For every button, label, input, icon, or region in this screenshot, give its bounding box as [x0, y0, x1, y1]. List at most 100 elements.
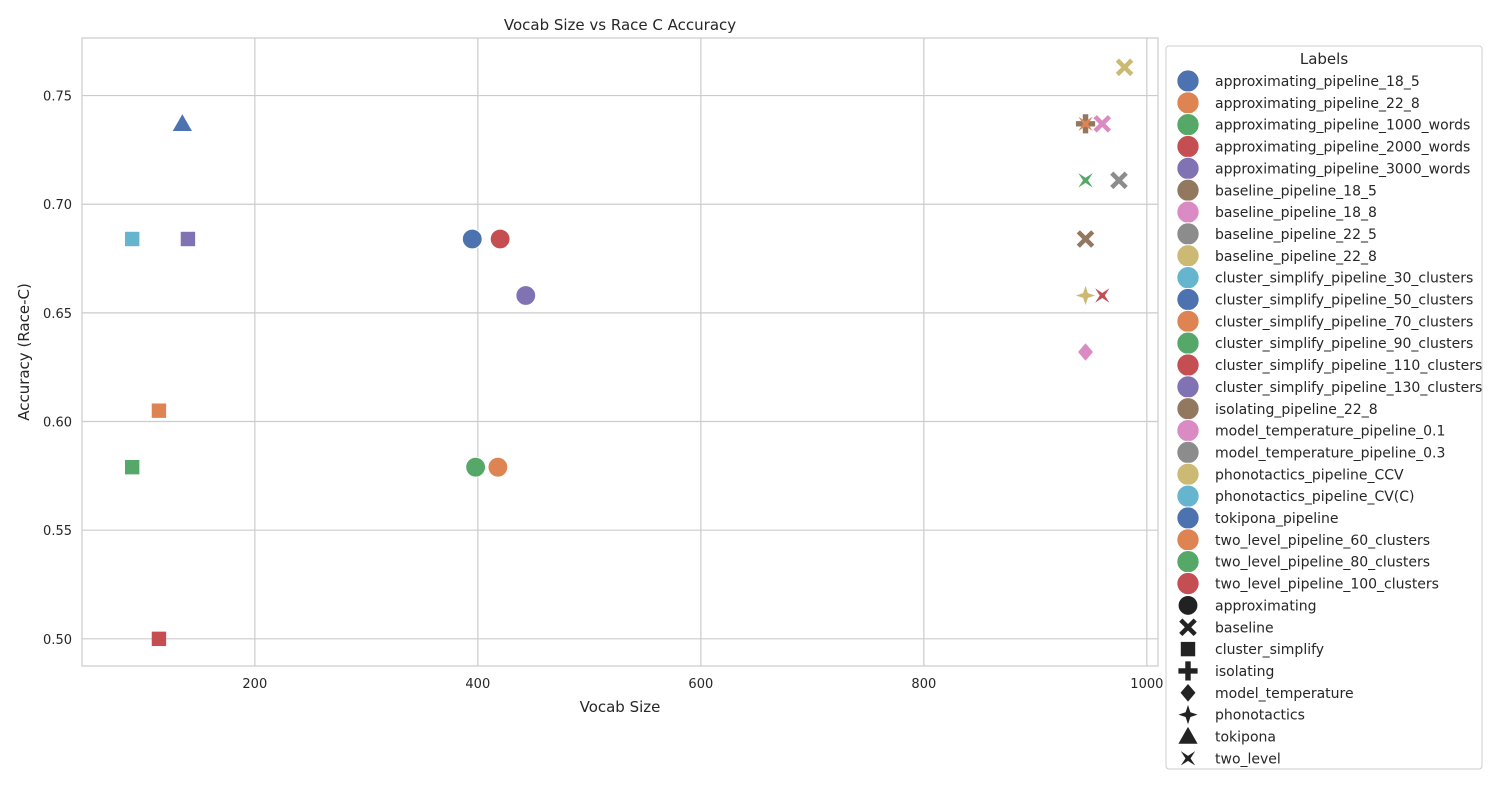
legend-label: model_temperature_pipeline_0.1 — [1215, 424, 1445, 440]
legend-marker — [1176, 462, 1200, 486]
legend-marker — [1176, 156, 1200, 181]
data-point — [1093, 115, 1112, 133]
legend-label: two_level_pipeline_100_clusters — [1215, 577, 1439, 593]
legend-entry: baseline_pipeline_18_8 — [1176, 200, 1377, 224]
legend-entry: cluster_simplify_pipeline_90_clusters — [1176, 331, 1473, 355]
data-point — [1115, 58, 1134, 77]
legend-entry: approximating_pipeline_1000_words — [1176, 113, 1470, 137]
legend-marker — [1176, 440, 1200, 465]
legend-entry: baseline_pipeline_18_5 — [1176, 178, 1377, 202]
legend-marker — [1176, 178, 1200, 202]
legend-label: phonotactics — [1215, 708, 1305, 724]
chart-title: Vocab Size vs Race C Accuracy — [504, 16, 736, 34]
legend-label: approximating_pipeline_3000_words — [1215, 161, 1470, 177]
plot-area — [81, 37, 1159, 667]
legend-entry: approximating_pipeline_22_8 — [1176, 91, 1420, 115]
x-tick-label: 600 — [688, 677, 713, 692]
legend-style-entry: baseline — [1179, 618, 1274, 636]
legend-label: baseline_pipeline_18_5 — [1215, 183, 1377, 199]
y-tick-label: 0.65 — [43, 307, 72, 322]
data-point — [1078, 173, 1093, 188]
y-tick-label: 0.55 — [43, 524, 72, 539]
legend-label: cluster_simplify_pipeline_70_clusters — [1215, 314, 1473, 330]
legend-label: model_temperature_pipeline_0.3 — [1215, 445, 1445, 461]
legend-entry: approximating_pipeline_2000_words — [1176, 134, 1470, 159]
legend-entry: phonotactics_pipeline_CV(C) — [1176, 484, 1415, 508]
legend-label: baseline_pipeline_22_5 — [1215, 227, 1377, 243]
x-tick-label: 800 — [911, 677, 936, 692]
data-point — [151, 403, 167, 418]
legend-entry: phonotactics_pipeline_CCV — [1176, 462, 1404, 486]
legend-label: two_level — [1215, 751, 1281, 767]
legend-label: two_level_pipeline_60_clusters — [1215, 533, 1430, 549]
legend-label: model_temperature — [1215, 686, 1354, 702]
legend-marker — [1176, 484, 1200, 508]
legend-label: approximating_pipeline_18_5 — [1215, 74, 1420, 90]
legend-label: phonotactics_pipeline_CCV — [1215, 467, 1404, 483]
y-tick-label: 0.60 — [43, 416, 72, 431]
data-point — [151, 631, 167, 647]
legend-style-entry: isolating — [1178, 661, 1274, 681]
legend-entry: baseline_pipeline_22_5 — [1176, 222, 1377, 246]
legend-marker — [1176, 265, 1200, 290]
legend-entry: cluster_simplify_pipeline_110_clusters — [1176, 353, 1482, 377]
legend-label: baseline_pipeline_18_8 — [1215, 205, 1377, 221]
legend-label: baseline — [1215, 620, 1274, 636]
legend-entry: cluster_simplify_pipeline_30_clusters — [1176, 265, 1473, 290]
legend-label: approximating_pipeline_1000_words — [1215, 118, 1470, 134]
legend-label: phonotactics_pipeline_CV(C) — [1215, 489, 1415, 505]
legend-entry: model_temperature_pipeline_0.3 — [1176, 440, 1445, 465]
legend-marker — [1176, 397, 1200, 421]
data-point — [489, 228, 511, 250]
legend-style-entry: model_temperature — [1180, 684, 1354, 702]
legend-marker — [1176, 113, 1200, 137]
legend-marker — [1176, 571, 1200, 596]
legend-entry: tokipona_pipeline — [1176, 506, 1339, 530]
legend-style-entry: approximating — [1177, 594, 1316, 616]
data-point — [172, 114, 192, 132]
legend-label: cluster_simplify_pipeline_90_clusters — [1215, 336, 1473, 352]
data-point — [515, 285, 537, 306]
legend-label: tokipona — [1215, 730, 1276, 746]
legend-label: approximating_pipeline_2000_words — [1215, 140, 1470, 156]
data-point — [124, 459, 140, 475]
legend-label: tokipona_pipeline — [1215, 511, 1339, 527]
legend-entry: cluster_simplify_pipeline_50_clusters — [1176, 287, 1473, 312]
legend: Labels approximating_pipeline_18_5approx… — [1165, 45, 1483, 770]
legend-label: approximating — [1215, 598, 1316, 614]
legend-label: cluster_simplify_pipeline_30_clusters — [1215, 271, 1473, 287]
y-tick-label: 0.75 — [43, 90, 72, 105]
legend-marker — [1176, 331, 1200, 355]
legend-frame — [1165, 45, 1483, 770]
legend-entry: model_temperature_pipeline_0.1 — [1176, 418, 1445, 443]
data-point — [124, 231, 140, 247]
legend-label: isolating_pipeline_22_8 — [1215, 402, 1378, 418]
legend-entry: approximating_pipeline_18_5 — [1176, 69, 1420, 93]
data-point — [465, 456, 487, 478]
legend-label: cluster_simplify — [1215, 642, 1324, 658]
legend-style-entry: tokipona — [1178, 726, 1276, 746]
data-point — [1110, 171, 1128, 190]
legend-style-entry: two_level — [1180, 751, 1281, 767]
legend-marker — [1176, 200, 1200, 224]
legend-entry: approximating_pipeline_3000_words — [1176, 156, 1470, 181]
legend-entry: two_level_pipeline_80_clusters — [1176, 550, 1430, 574]
legend-entries: approximating_pipeline_18_5 approximating… — [1176, 69, 1482, 767]
legend-marker — [1176, 69, 1200, 93]
data-point — [487, 456, 509, 478]
legend-label: approximating_pipeline_22_8 — [1215, 96, 1420, 112]
legend-marker — [1176, 244, 1200, 268]
legend-marker — [1178, 726, 1198, 744]
data-point — [1075, 285, 1096, 306]
x-axis-label: Vocab Size — [580, 698, 661, 716]
legend-marker — [1180, 641, 1196, 657]
legend-marker — [1176, 222, 1200, 246]
data-point — [1078, 343, 1094, 361]
x-tick-label: 200 — [242, 677, 267, 692]
grid-lines — [82, 38, 1158, 666]
legend-entry: two_level_pipeline_100_clusters — [1176, 571, 1439, 596]
legend-style-entry: phonotactics — [1178, 705, 1305, 725]
legend-marker — [1176, 134, 1200, 159]
